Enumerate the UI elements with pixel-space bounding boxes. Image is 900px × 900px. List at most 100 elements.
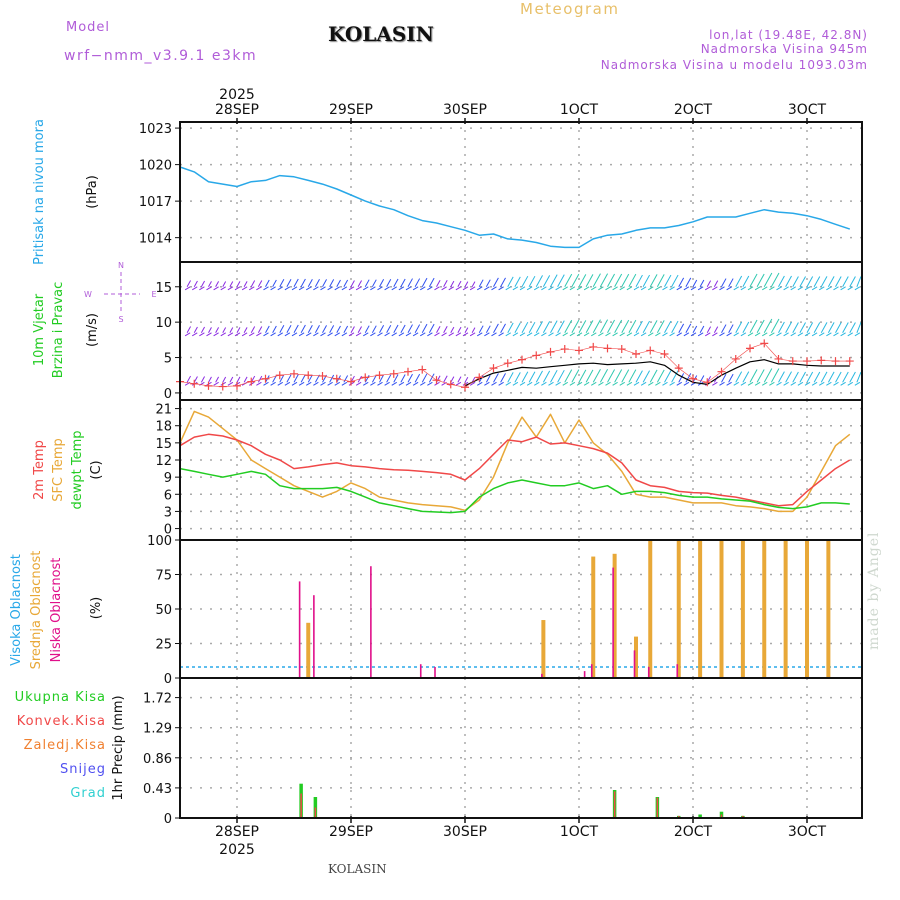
wind-barb-head bbox=[726, 381, 732, 386]
wind-barb bbox=[343, 325, 349, 334]
wind-barb bbox=[792, 322, 799, 334]
precip-conv-bar bbox=[742, 815, 744, 818]
grid-layer bbox=[180, 122, 862, 819]
top-date-label: 29SEP bbox=[329, 102, 373, 118]
cloud-low-bar bbox=[298, 581, 301, 678]
wind-barb-head bbox=[740, 286, 747, 291]
wind-barb-head bbox=[583, 332, 590, 337]
wind-barb bbox=[500, 323, 506, 334]
wind-barb-head bbox=[505, 381, 512, 386]
wind-barb bbox=[735, 275, 743, 288]
wind-barb bbox=[400, 374, 406, 383]
wind-barb bbox=[364, 279, 370, 288]
wind-barb bbox=[414, 324, 421, 334]
temp2m-line bbox=[179, 433, 851, 507]
wind-barb bbox=[272, 325, 277, 334]
wind-barb bbox=[756, 369, 765, 383]
wind-barb bbox=[322, 325, 327, 334]
wind-barb-head bbox=[248, 286, 255, 291]
wind-barb bbox=[571, 319, 580, 334]
wind-barb bbox=[685, 373, 692, 383]
wind-barb bbox=[457, 280, 462, 288]
wind-barb bbox=[286, 279, 292, 288]
wind-barb-head bbox=[320, 381, 326, 386]
panel-clouds bbox=[180, 540, 862, 678]
wind-barb bbox=[493, 323, 499, 334]
wind-barb bbox=[671, 274, 679, 288]
wind-barb bbox=[813, 276, 821, 288]
credit-label: made by Angel bbox=[866, 531, 882, 651]
y-tick-label: 6 bbox=[164, 488, 172, 503]
wind-barb bbox=[842, 371, 849, 383]
precip-conv-bar bbox=[720, 814, 723, 818]
wind-barb-head bbox=[469, 332, 476, 337]
wind-barb bbox=[578, 320, 587, 334]
wind-barb-head bbox=[298, 381, 305, 386]
wind-barb-head bbox=[726, 332, 732, 337]
wind-barb-head bbox=[797, 286, 804, 291]
wind-barb-head bbox=[305, 286, 312, 291]
wind-barb-head bbox=[498, 286, 504, 291]
wind-barb-head bbox=[690, 332, 697, 337]
wind-barb bbox=[436, 280, 441, 288]
wind-barb bbox=[236, 281, 241, 288]
wind-barb-head bbox=[548, 286, 554, 291]
wind-barb-head bbox=[277, 286, 284, 291]
wind-barb bbox=[421, 277, 428, 288]
wind-barb-head bbox=[548, 332, 554, 337]
frame-layer bbox=[179, 121, 863, 819]
wind-barb bbox=[507, 372, 514, 383]
wind-barb-head bbox=[284, 381, 291, 386]
cloud-mid-bar bbox=[826, 540, 831, 678]
wind-barb bbox=[222, 327, 227, 334]
wind-barb-head bbox=[854, 381, 861, 386]
wind-barb-head bbox=[541, 286, 547, 291]
wind-barb-head bbox=[583, 381, 590, 386]
wind-barb bbox=[514, 372, 521, 383]
wind-barb-head bbox=[362, 381, 369, 386]
wind-barb bbox=[421, 373, 428, 383]
lonlat-label: lon,lat (19.48E, 42.8N) bbox=[709, 28, 868, 42]
wind-barb bbox=[813, 322, 821, 334]
cloud-mid-bar bbox=[740, 540, 745, 678]
wind-barb-head bbox=[241, 332, 248, 337]
wind-barb-head bbox=[213, 381, 219, 386]
wind-barb-head bbox=[647, 381, 654, 386]
bottom-date-label: 28SEP bbox=[215, 824, 259, 840]
wind-barb-head bbox=[541, 381, 547, 386]
wind-barb bbox=[364, 325, 370, 334]
wind-barb bbox=[664, 370, 672, 383]
wind-barb bbox=[428, 277, 435, 288]
wind-barb-head bbox=[769, 332, 775, 337]
wind-barb bbox=[386, 325, 392, 334]
model-elevation-label: Nadmorska Visina u modelu 1093.03m bbox=[600, 58, 868, 72]
wind-barb-head bbox=[384, 286, 390, 291]
wind-barb-head bbox=[227, 381, 234, 386]
wind-barb-head bbox=[776, 286, 782, 291]
wind-barb bbox=[699, 375, 705, 383]
y-tick-label: 15 bbox=[155, 281, 172, 296]
wind-barb-head bbox=[754, 286, 761, 291]
wind-barb bbox=[215, 281, 220, 288]
y-tick-label: 12 bbox=[155, 454, 172, 469]
cloud-mid-side-label: Srednja Oblacnost bbox=[29, 551, 44, 670]
wind-barb bbox=[307, 279, 313, 288]
wind-barb bbox=[279, 325, 285, 334]
wind-barb bbox=[607, 369, 615, 383]
wind-barb bbox=[343, 279, 349, 288]
wind-barb-head bbox=[733, 381, 740, 386]
wind-barb-head bbox=[747, 332, 754, 337]
wind-barb bbox=[642, 370, 650, 383]
wind-barb bbox=[514, 322, 521, 334]
wind-barb bbox=[628, 273, 637, 288]
y-tick-label: 1017 bbox=[139, 195, 172, 210]
precip-total-bar bbox=[698, 814, 702, 818]
precip-legend-hail: Grad bbox=[70, 786, 106, 801]
wind-barb bbox=[642, 320, 650, 334]
pressure-unit-label: (hPa) bbox=[85, 175, 100, 209]
wind-barb bbox=[557, 369, 565, 383]
wind-barb-head bbox=[847, 286, 854, 291]
wind-barb bbox=[535, 321, 543, 334]
wind-barb bbox=[664, 320, 672, 334]
wind-barb bbox=[642, 274, 650, 288]
